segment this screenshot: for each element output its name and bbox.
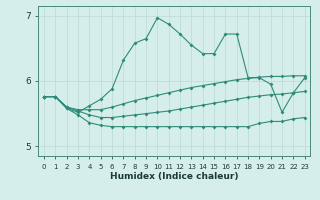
X-axis label: Humidex (Indice chaleur): Humidex (Indice chaleur) [110,172,239,181]
